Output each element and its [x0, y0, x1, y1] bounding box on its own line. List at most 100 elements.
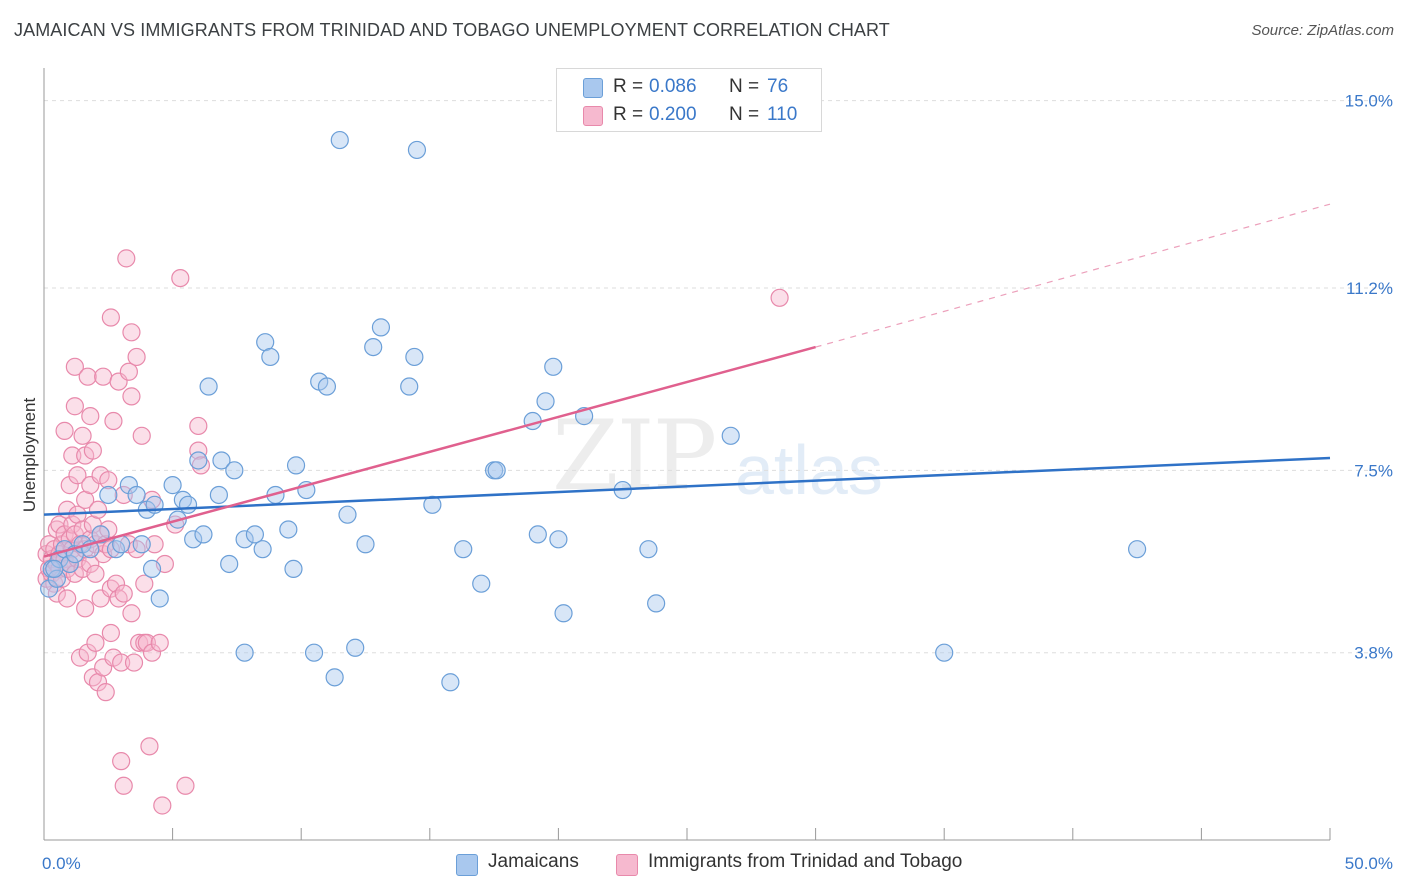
- trinidad-point: [122, 323, 141, 342]
- trinidad-point: [88, 500, 108, 519]
- jamaicans-point: [286, 456, 306, 475]
- jamaicans-point: [371, 318, 391, 337]
- trinidad-point: [112, 653, 131, 672]
- bottom-legend-swatch-blue: [456, 854, 478, 876]
- jamaicans-point: [338, 505, 357, 524]
- trinidad-point: [117, 249, 136, 268]
- y-tick-label: 7.5%: [1354, 461, 1393, 480]
- legend-n-label: N =: [729, 76, 760, 97]
- trinidad-point: [78, 367, 97, 386]
- trinidad-point: [142, 643, 162, 662]
- axes: [43, 68, 1331, 841]
- jamaicans-point: [163, 476, 182, 495]
- jamaicans-point: [935, 643, 954, 662]
- trinidad-point: [63, 446, 82, 465]
- trinidad-point: [58, 589, 77, 608]
- trinidad-point: [86, 633, 105, 652]
- trinidad-point: [78, 643, 97, 662]
- trinidad-point: [145, 535, 164, 554]
- jamaicans-point: [346, 638, 365, 657]
- jamaicans-point: [639, 540, 658, 559]
- trinidad-point: [140, 737, 159, 756]
- jamaicans-point: [91, 525, 110, 544]
- trinidad-point: [189, 441, 208, 460]
- series-jamaicans-points: [40, 130, 1147, 692]
- jamaicans-point: [304, 643, 324, 662]
- trinidad-point: [153, 796, 172, 815]
- jamaicans-point: [317, 377, 337, 396]
- trinidad-point: [109, 589, 128, 608]
- jamaicans-point: [549, 530, 568, 549]
- jamaicans-point: [194, 525, 213, 544]
- series-trinidad-points: [37, 249, 789, 815]
- jamaicans-point: [212, 451, 231, 470]
- y-tick-label: 15.0%: [1345, 92, 1393, 111]
- legend-n-label: N =: [729, 104, 760, 125]
- jamaicans-point: [454, 540, 473, 559]
- y-tick-label: 3.8%: [1354, 644, 1393, 663]
- jamaicans-point: [253, 540, 272, 559]
- legend-r-value: 0.200: [649, 104, 697, 125]
- trinidad-point: [76, 599, 95, 618]
- legend-r-label: R =: [613, 104, 644, 125]
- trinidad-point: [114, 485, 133, 505]
- jamaicans-point: [325, 668, 344, 687]
- jamaicans-point: [178, 495, 198, 514]
- x-tick-label: 50.0%: [1345, 854, 1393, 873]
- y-axis-label: Unemployment: [20, 398, 39, 513]
- trend-lines: [43, 203, 1331, 558]
- jamaicans-point: [119, 476, 138, 495]
- jamaicans-trend-line: [43, 456, 1331, 516]
- jamaicans-point: [405, 347, 424, 367]
- trinidad-point: [101, 623, 120, 643]
- jamaicans-point: [647, 594, 666, 613]
- trinidad-point: [50, 515, 69, 534]
- x-tick-label: 0.0%: [42, 854, 81, 873]
- trinidad-point: [130, 633, 149, 652]
- legend-n-value: 76: [767, 76, 789, 97]
- legend-r-label: R =: [613, 76, 644, 97]
- trinidad-point: [96, 683, 115, 702]
- jamaicans-point: [356, 535, 375, 554]
- source-label: Source: ZipAtlas.com: [1251, 22, 1394, 39]
- legend-row-jamaicans: R = 0.086 N = 76: [557, 73, 821, 101]
- trinidad-trend-line: [43, 345, 816, 558]
- jamaicans-point: [407, 140, 427, 160]
- bottom-legend-label: Jamaicans: [488, 851, 579, 872]
- legend-row-trinidad: R = 0.200 N = 110: [557, 101, 821, 129]
- jamaicans-point: [284, 559, 303, 579]
- trinidad-point: [65, 397, 84, 416]
- trinidad-point: [191, 456, 210, 475]
- trinidad-point: [119, 362, 138, 381]
- trinidad-point: [86, 564, 105, 583]
- trinidad-point: [99, 471, 118, 490]
- jamaicans-point: [721, 426, 740, 445]
- jamaicans-point: [225, 461, 244, 480]
- trinidad-point: [60, 476, 79, 495]
- trinidad-point: [81, 407, 100, 426]
- trinidad-point: [73, 520, 92, 539]
- jamaicans-point: [330, 130, 349, 150]
- jamaicans-point: [150, 589, 169, 608]
- jamaicans-point: [441, 673, 460, 692]
- grid-lines: [44, 100, 1395, 654]
- trinidad-point: [122, 604, 141, 623]
- jamaicans-point: [487, 461, 506, 480]
- trinidad-point: [122, 387, 141, 406]
- jamaicans-point: [99, 485, 118, 505]
- trinidad-point: [171, 268, 190, 288]
- jamaicans-point: [235, 530, 254, 549]
- jamaicans-point: [45, 559, 64, 579]
- y-tick-label: 11.2%: [1346, 279, 1393, 298]
- watermark-zip: ZIP: [552, 400, 717, 512]
- trinidad-point: [83, 441, 102, 460]
- trinidad-point: [132, 426, 151, 445]
- trinidad-point: [189, 416, 208, 436]
- jamaicans-point: [40, 579, 59, 598]
- jamaicans-point: [536, 392, 555, 411]
- trinidad-point: [150, 633, 169, 652]
- jamaicans-point: [209, 485, 228, 505]
- legend-n-value: 110: [767, 104, 798, 125]
- tick-labels: 3.8% 7.5% 11.2% 15.0% 0.0% 50.0%: [42, 92, 1393, 873]
